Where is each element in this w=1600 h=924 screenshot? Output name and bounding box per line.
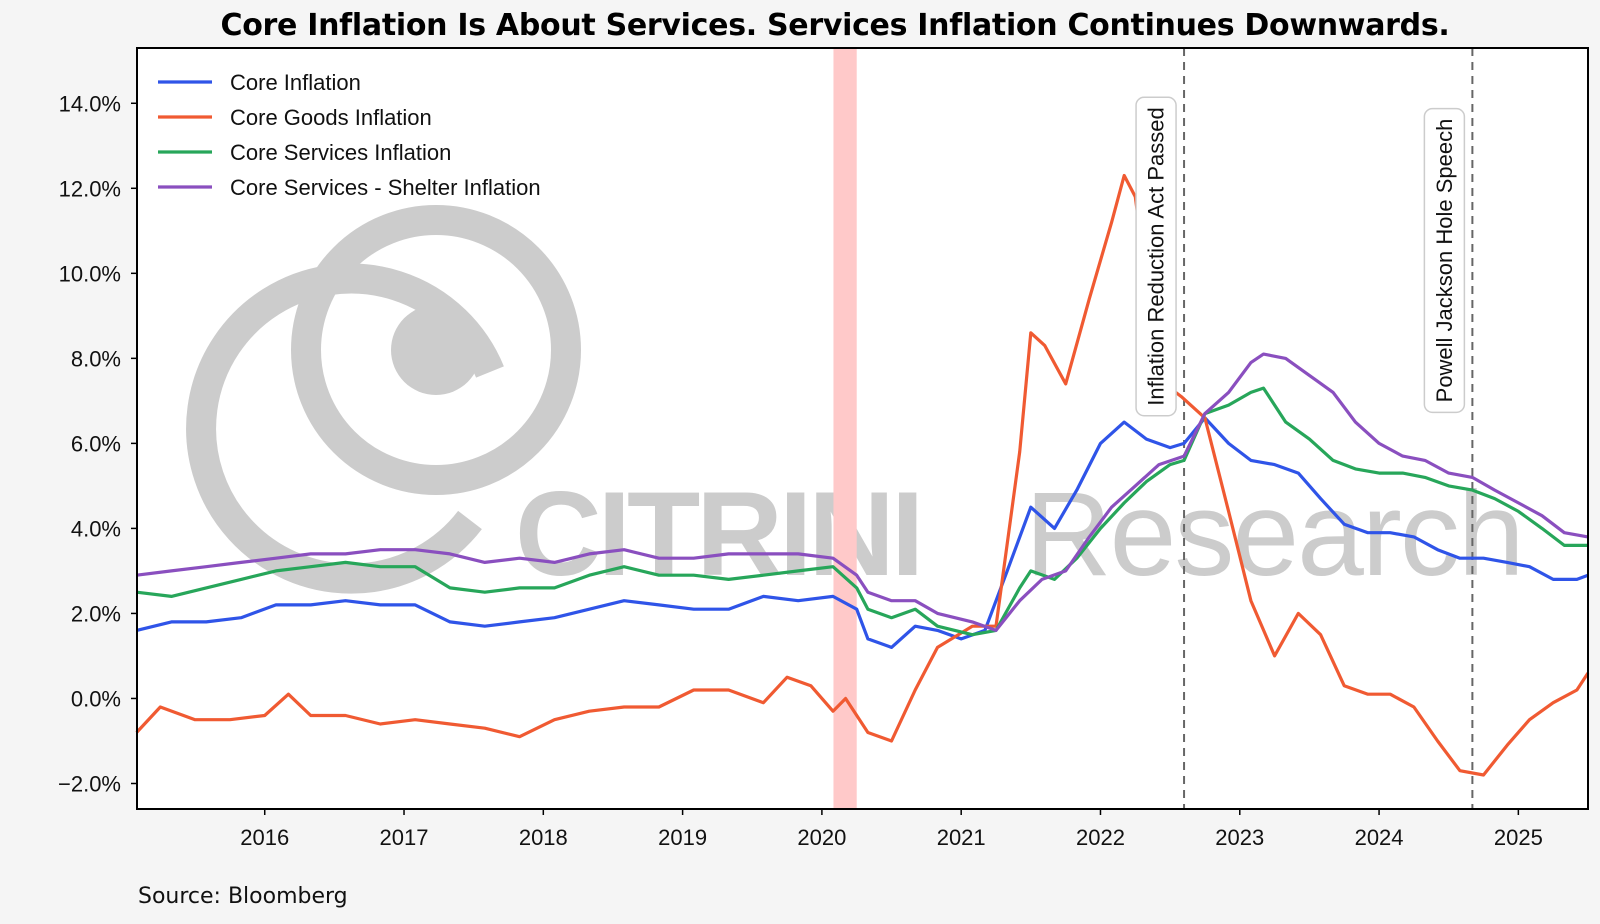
x-tick-label: 2020 xyxy=(797,825,846,850)
y-axis-ticks: −2.0% 0.0% 2.0% 4.0% 6.0% 8.0% 10.0% 12.0% 14.0% xyxy=(58,91,137,796)
x-tick-label: 2021 xyxy=(937,825,986,850)
logo-head-icon xyxy=(391,305,481,395)
annotation-label-1: Powell Jackson Hole Speech xyxy=(1423,107,1466,414)
series-lines xyxy=(135,173,1590,777)
chart-title: Core Inflation Is About Services. Servic… xyxy=(220,8,1450,43)
y-tick-label: 0.0% xyxy=(71,686,121,711)
source-note: Source: Bloomberg xyxy=(138,884,348,909)
plot-area xyxy=(137,48,1588,809)
x-tick-label: 2022 xyxy=(1076,825,1125,850)
x-tick-label: 2025 xyxy=(1494,825,1543,850)
x-tick-label: 2018 xyxy=(519,825,568,850)
legend: Core Inflation Core Goods Inflation Core S… xyxy=(158,70,541,200)
y-tick-label: 2.0% xyxy=(71,601,121,626)
annotation-labels: Inflation Reduction Act Passed Powell Jac… xyxy=(1135,96,1466,417)
series-line-0 xyxy=(136,416,1589,649)
y-tick-label: 8.0% xyxy=(71,346,121,371)
legend-label: Core Goods Inflation xyxy=(230,105,432,130)
annotation-label-0: Inflation Reduction Act Passed xyxy=(1135,96,1177,417)
legend-label: Core Inflation xyxy=(230,70,361,95)
y-tick-label: −2.0% xyxy=(58,771,121,796)
x-tick-label: 2023 xyxy=(1215,825,1264,850)
annotation-lines xyxy=(1183,48,1474,809)
y-tick-label: 10.0% xyxy=(59,261,121,286)
legend-label: Core Services Inflation xyxy=(230,140,451,165)
watermark-brand-light: Research xyxy=(1025,467,1523,601)
person-circle-logo xyxy=(186,205,581,594)
x-tick-label: 2016 xyxy=(240,825,289,850)
y-tick-label: 6.0% xyxy=(71,431,121,456)
svg-text:Inflation Reduction Act Passed: Inflation Reduction Act Passed xyxy=(1144,107,1169,405)
svg-text:Powell Jackson Hole Speech: Powell Jackson Hole Speech xyxy=(1432,119,1457,403)
plot-frame xyxy=(136,47,1589,810)
x-tick-label: 2019 xyxy=(658,825,707,850)
shaded-region xyxy=(833,48,857,809)
legend-label: Core Services - Shelter Inflation xyxy=(230,175,541,200)
series-line-3 xyxy=(136,352,1589,632)
x-axis-ticks: 2016 2017 2018 2019 2020 2021 2022 2023 2024 2025 xyxy=(240,809,1543,850)
y-tick-label: 4.0% xyxy=(71,516,121,541)
x-tick-label: 2024 xyxy=(1355,825,1404,850)
y-tick-label: 14.0% xyxy=(59,91,121,116)
y-tick-label: 12.0% xyxy=(59,176,121,201)
x-tick-label: 2017 xyxy=(380,825,429,850)
